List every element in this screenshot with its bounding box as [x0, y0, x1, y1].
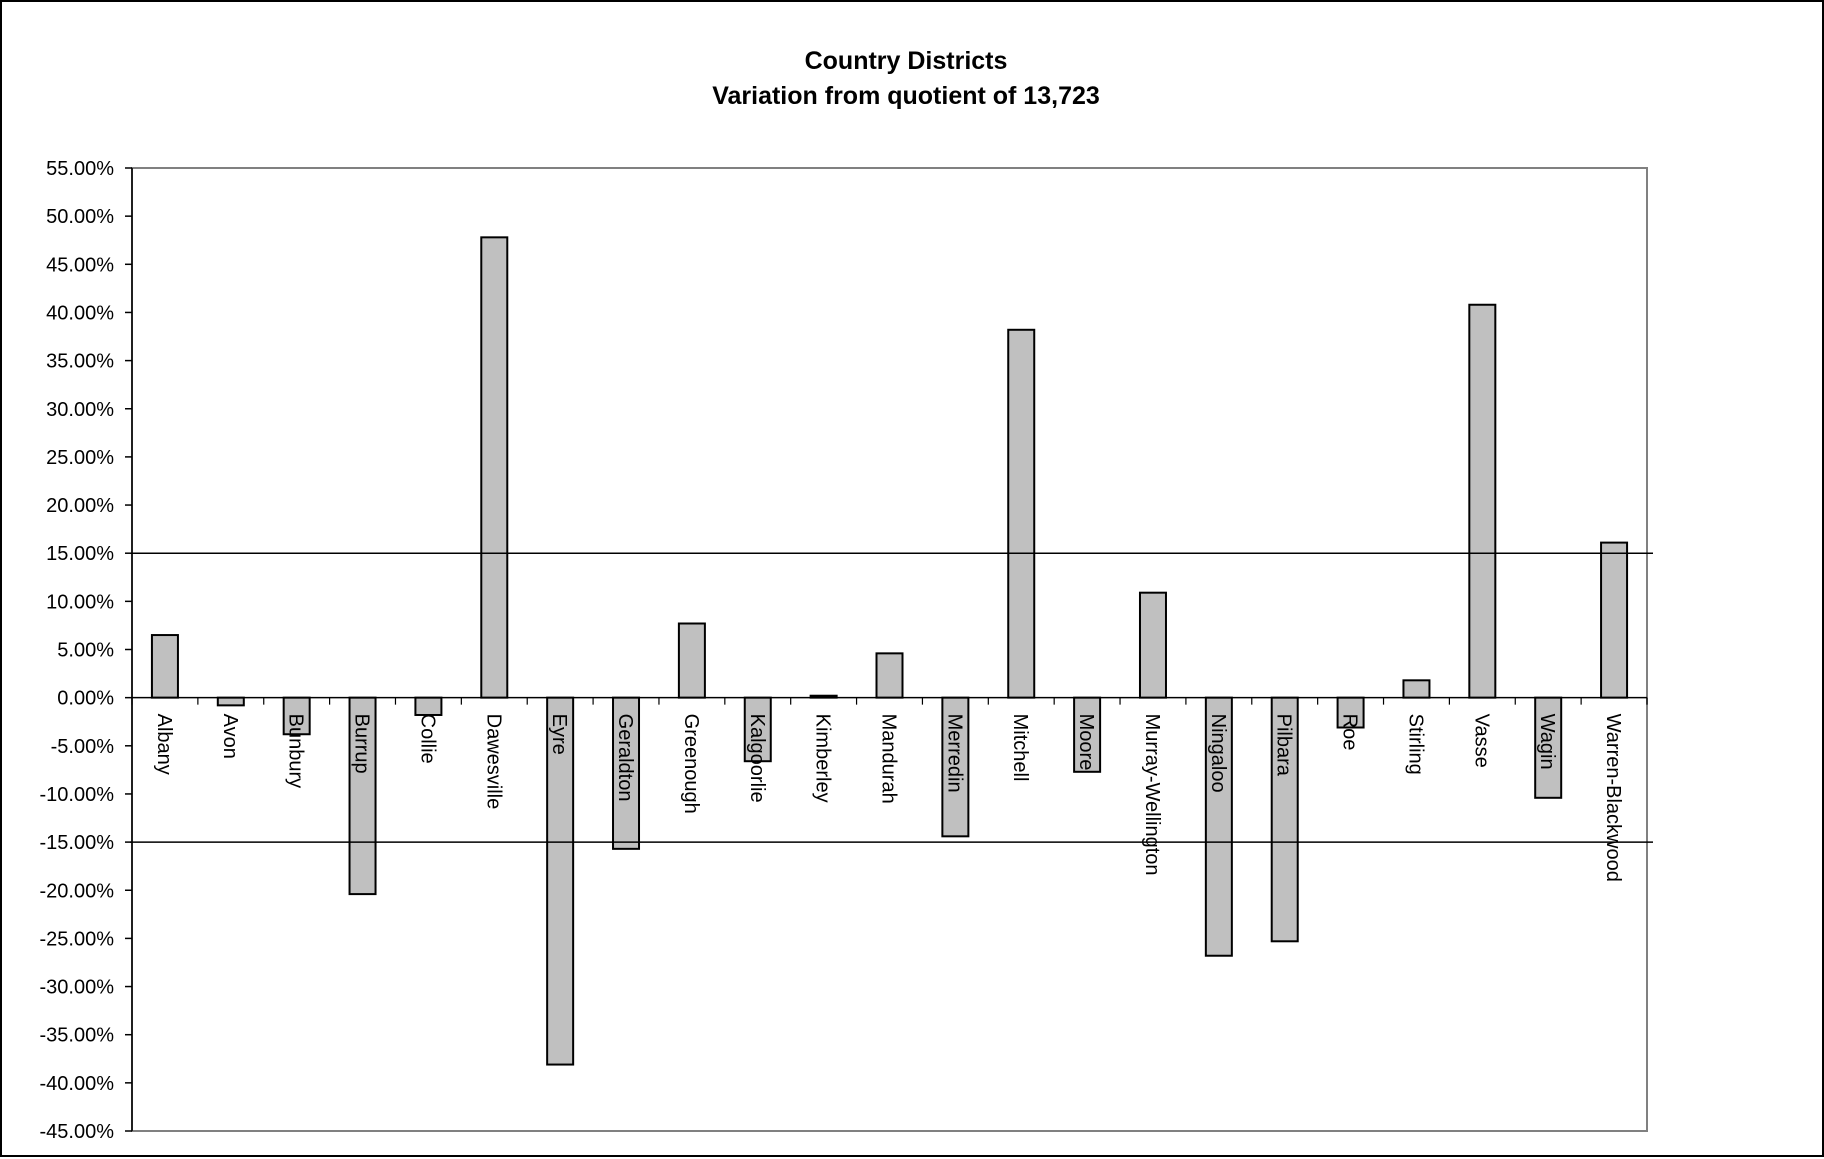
bar-mitchell	[1007, 328, 1036, 699]
bar-collie	[414, 696, 443, 716]
y-tick-label: 5.00%	[57, 640, 114, 662]
y-tick-label: 40.00%	[46, 302, 114, 324]
category-label: Murray-Wellington	[1141, 714, 1163, 876]
bar-vasse	[1468, 303, 1497, 699]
category-label: Bunbury	[285, 714, 307, 789]
bar-dawesville	[480, 236, 509, 699]
category-label: Mitchell	[1009, 714, 1031, 782]
bar-roe	[1336, 696, 1365, 729]
y-tick-label: -10.00%	[40, 784, 115, 806]
category-labels: Albany Avon Bunbury Burrup Collie Dawesville E…	[153, 714, 1624, 882]
y-tick-label: 0.00%	[57, 688, 114, 710]
category-label: Moore	[1075, 714, 1097, 771]
y-tick-label: -15.00%	[40, 832, 115, 854]
reference-lines	[130, 552, 1653, 843]
bar-albany	[150, 634, 179, 699]
bar-ningaloo	[1204, 696, 1233, 957]
bar-pilbara	[1270, 696, 1299, 943]
y-tick-label: -25.00%	[40, 928, 115, 950]
category-label: Burrup	[351, 714, 373, 774]
bar-eyre	[546, 696, 575, 1066]
category-label: Avon	[219, 714, 241, 759]
category-label: Albany	[153, 714, 175, 775]
category-label: Kalgoorlie	[746, 714, 768, 803]
y-tick-label: -20.00%	[40, 880, 115, 902]
plot-area	[131, 167, 1648, 1132]
bar-avon	[216, 696, 245, 707]
y-tick-label: 55.00%	[46, 158, 114, 180]
bar-murray-wellington	[1138, 591, 1167, 699]
chart-subtitle: Variation from quotient of 13,723	[712, 82, 1100, 110]
y-tick-label: 35.00%	[46, 351, 114, 373]
category-label: Warren-Blackwood	[1602, 714, 1624, 882]
y-tick-label: 30.00%	[46, 399, 114, 421]
bar-wagin	[1534, 696, 1563, 799]
y-tick-label: 10.00%	[46, 591, 114, 613]
y-tick-label: -45.00%	[40, 1121, 115, 1143]
y-tick-label: 45.00%	[46, 254, 114, 276]
bar-greenough	[677, 622, 706, 699]
bar-mandurah	[875, 652, 904, 699]
category-label: Roe	[1339, 714, 1361, 751]
category-label: Merredin	[943, 714, 965, 793]
chart-title: Country Districts	[805, 47, 1008, 75]
category-label: Kimberley	[812, 714, 834, 803]
bar-kalgoorlie	[743, 696, 772, 763]
bar-merredin	[941, 696, 970, 838]
category-label: Eyre	[548, 714, 570, 755]
category-label: Dawesville	[482, 714, 504, 810]
category-label: Greenough	[680, 714, 702, 814]
category-label: Wagin	[1536, 714, 1558, 770]
y-tick-label: -40.00%	[40, 1073, 115, 1095]
y-tick-label: -5.00%	[51, 736, 115, 758]
bar-warren-blackwood	[1600, 541, 1629, 699]
category-label: Ningaloo	[1207, 714, 1229, 793]
y-tick-label: 50.00%	[46, 206, 114, 228]
category-label: Stirling	[1404, 714, 1426, 775]
y-tick-label: 20.00%	[46, 495, 114, 517]
category-label: Vasse	[1470, 714, 1492, 768]
bars	[131, 236, 1648, 1066]
y-tick-label: -30.00%	[40, 977, 115, 999]
bar-bunbury	[282, 696, 311, 736]
y-tick-label: 25.00%	[46, 447, 114, 469]
category-label: Geraldton	[614, 714, 636, 802]
category-label: Mandurah	[878, 714, 900, 804]
category-label: Collie	[416, 714, 438, 764]
y-tick-label: -35.00%	[40, 1025, 115, 1047]
y-tick-label: 15.00%	[46, 543, 114, 565]
category-label: Pilbara	[1273, 714, 1295, 777]
bar-stirling	[1402, 679, 1431, 699]
y-axis: 55.00% 50.00% 45.00% 40.00% 35.00% 30.00% 25.0…	[40, 158, 133, 1143]
